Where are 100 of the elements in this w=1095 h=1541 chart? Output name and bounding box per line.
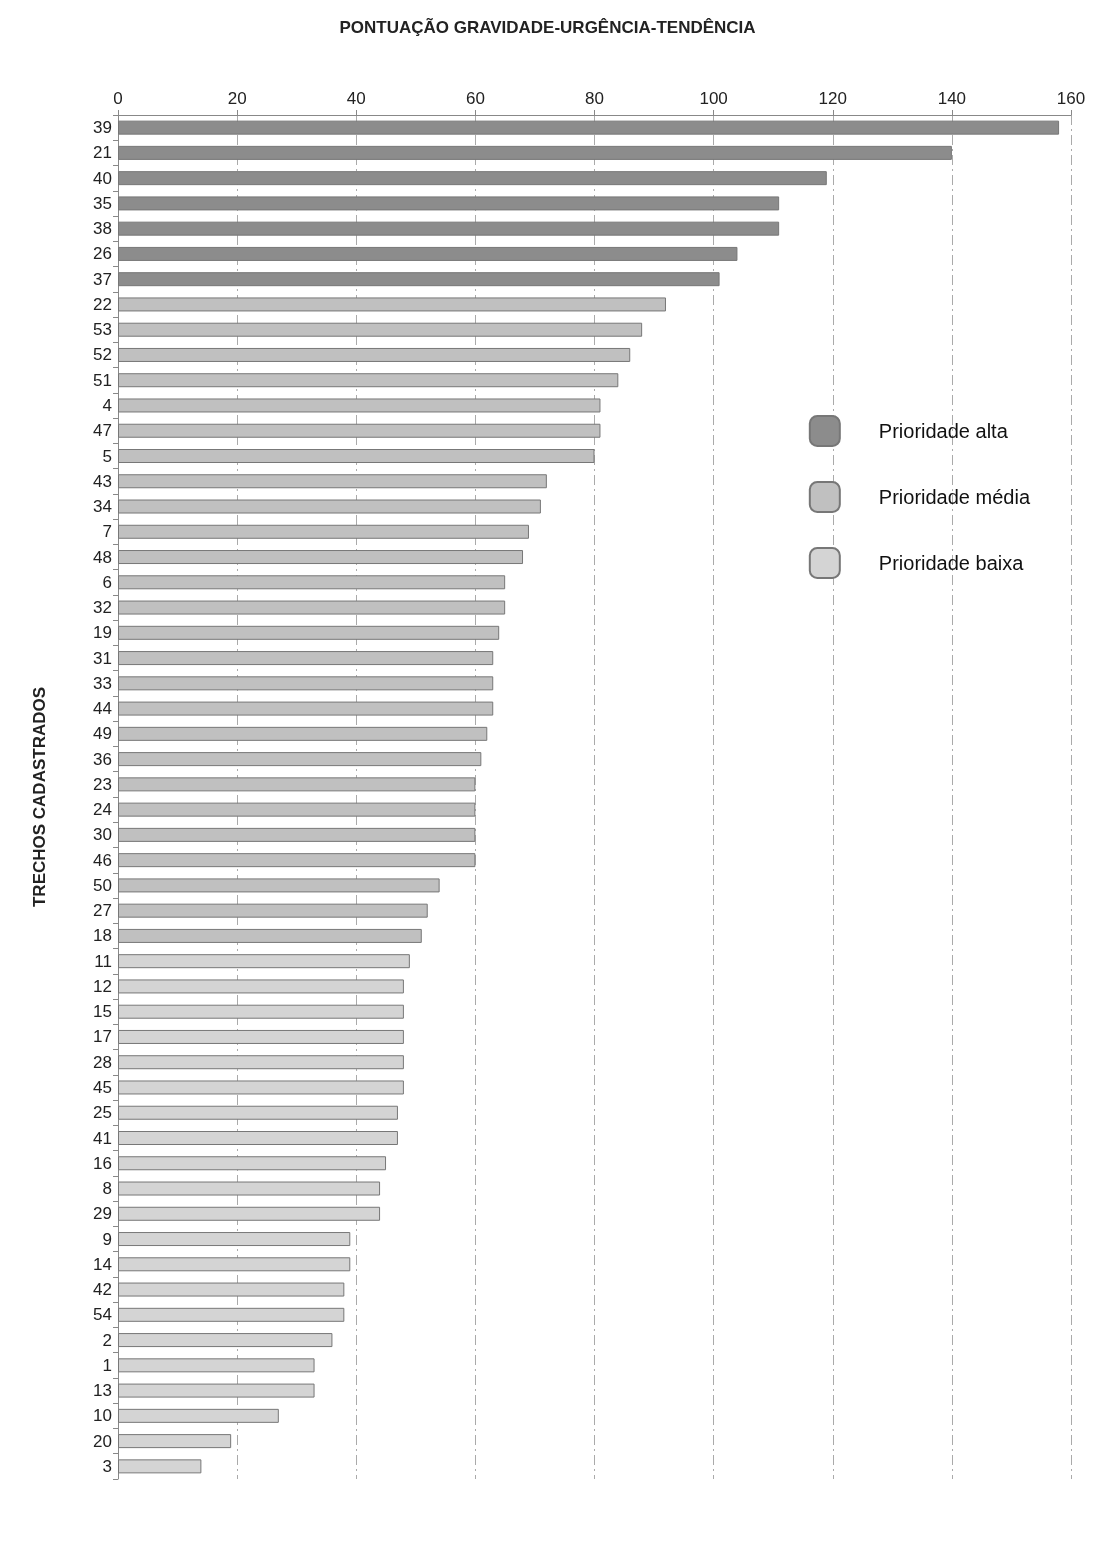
y-tick-label: 23 <box>93 774 112 794</box>
y-tick-label: 10 <box>93 1406 112 1426</box>
y-tick-label: 16 <box>93 1153 112 1173</box>
y-tick-label: 45 <box>93 1077 112 1097</box>
y-tick-label: 40 <box>93 168 112 188</box>
bar <box>118 827 476 842</box>
y-tick-label: 13 <box>93 1381 112 1401</box>
x-tick-label: 140 <box>937 89 967 108</box>
y-tick-label: 24 <box>93 800 112 820</box>
y-tick-label: 9 <box>102 1229 112 1249</box>
y-tick-label: 34 <box>93 497 112 517</box>
y-tick-label: 4 <box>102 395 112 415</box>
y-tick-label: 15 <box>93 1002 112 1022</box>
bar <box>118 954 410 969</box>
x-tick-label: 160 <box>1056 89 1086 108</box>
y-tick-label: 44 <box>93 699 112 719</box>
bar <box>118 752 482 767</box>
bar <box>118 878 440 893</box>
y-tick-label: 36 <box>93 749 112 769</box>
y-tick-label: 31 <box>93 648 112 668</box>
y-tick-label: 39 <box>93 118 112 138</box>
y-tick-label: 20 <box>93 1431 112 1451</box>
bar <box>118 423 601 438</box>
bar <box>118 802 476 817</box>
bar <box>118 550 524 565</box>
bar <box>118 1333 333 1348</box>
legend-label: Prioridade média <box>878 486 1031 508</box>
y-tick-label: 54 <box>93 1305 112 1325</box>
bar <box>118 1459 202 1474</box>
bar <box>118 1181 381 1196</box>
x-tick-label: 20 <box>227 89 247 108</box>
bar <box>118 524 529 539</box>
y-tick-label: 2 <box>102 1330 112 1350</box>
bar <box>118 726 488 741</box>
bar <box>118 651 494 666</box>
bar <box>118 1080 404 1095</box>
y-tick-label: 32 <box>93 598 112 618</box>
bar <box>118 347 631 362</box>
y-tick-label: 19 <box>93 623 112 643</box>
bar <box>118 373 619 388</box>
y-tick-label: 5 <box>102 446 112 466</box>
y-tick-label: 6 <box>102 572 112 592</box>
bar <box>118 1434 232 1449</box>
y-tick-label: 3 <box>102 1456 112 1476</box>
x-tick-label: 40 <box>346 89 366 108</box>
bar <box>118 1105 398 1120</box>
y-tick-label: 30 <box>93 825 112 845</box>
y-tick-label: 35 <box>93 193 112 213</box>
bar <box>118 777 476 792</box>
bar <box>118 1408 279 1423</box>
bar <box>118 1131 398 1145</box>
bar <box>118 322 643 337</box>
y-tick-label: 1 <box>102 1355 112 1375</box>
bar <box>118 928 422 943</box>
bar <box>118 449 595 463</box>
y-tick-label: 33 <box>93 673 112 693</box>
y-tick-label: 11 <box>94 951 112 971</box>
x-tick-label: 120 <box>818 89 847 108</box>
bar <box>118 1055 404 1070</box>
y-tick-label: 49 <box>93 724 112 744</box>
bar <box>118 1383 315 1398</box>
y-tick-label: 53 <box>93 320 112 340</box>
bar <box>118 1206 381 1221</box>
bar <box>118 853 476 868</box>
x-tick-label: 100 <box>699 89 728 108</box>
y-axis-title: TRECHOS CADASTRADOS <box>30 686 49 908</box>
bar <box>118 701 494 716</box>
bar <box>118 499 541 514</box>
y-tick-label: 42 <box>93 1280 112 1300</box>
chart-title: PONTUAÇÃO GRAVIDADE-URGÊNCIA-TENDÊNCIA <box>339 17 756 37</box>
y-tick-label: 28 <box>93 1052 112 1072</box>
y-tick-label: 48 <box>93 547 112 567</box>
legend-label: Prioridade baixa <box>878 552 1025 574</box>
bar <box>118 297 666 312</box>
bar <box>118 1004 404 1019</box>
bar <box>118 903 428 918</box>
y-tick-label: 38 <box>93 219 112 239</box>
y-tick-label: 8 <box>102 1179 112 1199</box>
y-tick-label: 25 <box>93 1103 112 1123</box>
y-tick-label: 29 <box>93 1204 112 1224</box>
y-tick-label: 47 <box>93 421 112 441</box>
bar <box>118 979 404 994</box>
y-tick-label: 18 <box>93 926 112 946</box>
y-tick-label: 50 <box>93 875 112 895</box>
bar <box>118 625 500 640</box>
y-tick-label: 17 <box>93 1027 112 1047</box>
bar <box>118 474 547 489</box>
y-tick-label: 14 <box>93 1254 112 1274</box>
y-tick-label: 51 <box>93 370 112 390</box>
y-tick-label: 27 <box>93 901 112 921</box>
bar <box>118 1307 345 1322</box>
y-tick-label: 43 <box>93 471 112 491</box>
y-tick-label: 46 <box>93 850 112 870</box>
bar <box>118 575 506 590</box>
y-tick-label: 12 <box>93 976 112 996</box>
y-tick-label: 7 <box>102 522 112 542</box>
bar <box>118 1257 351 1272</box>
bar <box>118 398 601 413</box>
bar <box>118 676 494 691</box>
x-tick-label: 0 <box>113 89 123 108</box>
